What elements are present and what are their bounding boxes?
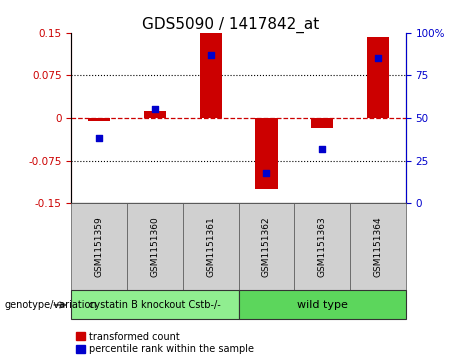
Text: GSM1151361: GSM1151361 [206,216,215,277]
Bar [311,118,333,128]
Text: GDS5090 / 1417842_at: GDS5090 / 1417842_at [142,16,319,33]
Text: GSM1151362: GSM1151362 [262,216,271,277]
Bar [255,118,278,189]
Point [374,55,382,61]
Text: wild type: wild type [297,300,348,310]
Point [207,52,214,58]
Bar [294,203,350,290]
Bar [71,203,127,290]
Point [151,107,159,113]
Text: GSM1151359: GSM1151359 [95,216,104,277]
Text: cystatin B knockout Cstb-/-: cystatin B knockout Cstb-/- [89,300,221,310]
Bar [144,111,166,118]
Bar [200,33,222,118]
Bar [127,203,183,290]
Text: GSM1151364: GSM1151364 [373,216,382,277]
Legend: transformed count, percentile rank within the sample: transformed count, percentile rank withi… [77,331,254,355]
Text: GSM1151363: GSM1151363 [318,216,327,277]
Bar [238,290,406,319]
Point [95,135,103,141]
Point [263,170,270,175]
Bar [238,203,294,290]
Text: GSM1151360: GSM1151360 [150,216,160,277]
Bar [350,203,406,290]
Text: genotype/variation: genotype/variation [5,300,97,310]
Point [319,146,326,152]
Bar [88,118,111,121]
Bar [71,290,239,319]
Bar [366,37,389,118]
Bar [183,203,238,290]
